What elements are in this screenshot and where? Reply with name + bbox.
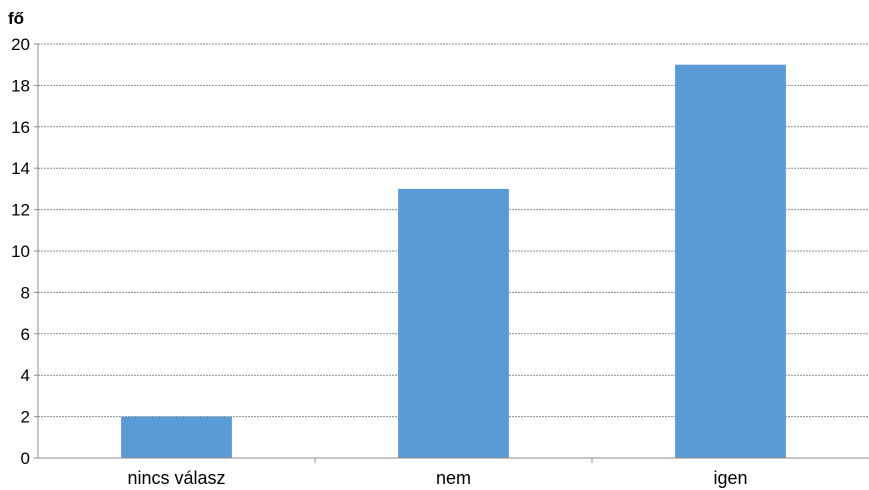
x-tick-label: nincs válasz: [127, 468, 225, 488]
y-tick-label: 12: [11, 201, 30, 220]
bar-0: [121, 416, 232, 458]
y-tick-label: 10: [11, 242, 30, 261]
y-tick-label: 4: [21, 366, 30, 385]
y-tick-label: 2: [21, 408, 30, 427]
y-axis-label: fő: [8, 9, 24, 28]
y-tick-label: 14: [11, 159, 30, 178]
y-tick-label: 18: [11, 76, 30, 95]
y-tick-label: 8: [21, 283, 30, 302]
bar-2: [675, 64, 786, 458]
bars: [121, 64, 786, 458]
x-tick-labels: nincs válasz nem igen: [127, 468, 747, 488]
y-tick-label: 0: [21, 449, 30, 468]
axes: [34, 43, 869, 463]
y-tick-labels: 0 2 4 6 8 10 12 14 16 18 20: [11, 35, 30, 468]
x-tick-label: nem: [436, 468, 471, 488]
y-tick-label: 16: [11, 118, 30, 137]
y-tick-label: 20: [11, 35, 30, 54]
bar-1: [398, 188, 509, 458]
x-tick-label: igen: [713, 468, 747, 488]
y-tick-label: 6: [21, 325, 30, 344]
